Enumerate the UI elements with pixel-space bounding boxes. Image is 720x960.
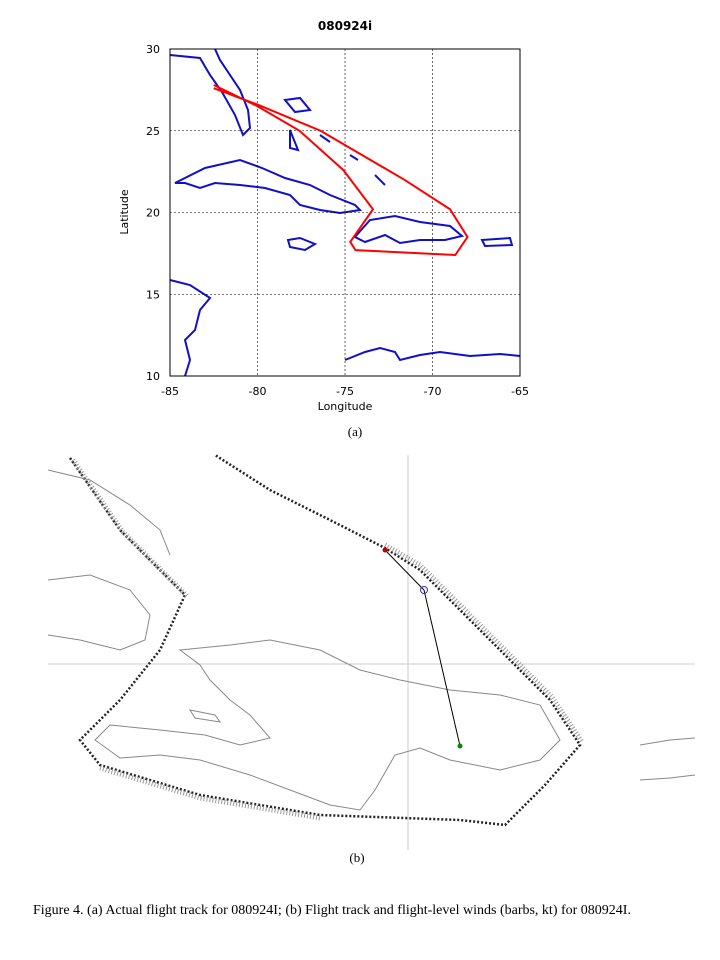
coast-cuba: [47, 574, 151, 651]
panel-label: (a): [348, 424, 362, 439]
coast-gonave: [188, 709, 222, 723]
y-tick-label: 20: [146, 207, 160, 220]
y-axis-label: Latitude: [118, 189, 131, 235]
x-tick-label: -65: [511, 385, 529, 398]
y-tick-label: 10: [146, 370, 160, 383]
chart-title: 080924i: [318, 19, 372, 33]
figure-caption: Figure 4. (a) Actual flight track for 08…: [33, 903, 631, 918]
start-marker: [382, 547, 388, 553]
plot-frame: [169, 48, 521, 377]
coastlines: [169, 48, 521, 377]
cuba: [174, 158, 363, 215]
wind-barbs: [70, 458, 585, 821]
central-south-america: [169, 279, 521, 377]
x-tick-label: -75: [336, 385, 354, 398]
x-tick-label: -70: [424, 385, 442, 398]
puerto-rico: [480, 236, 514, 248]
flight-track: [213, 84, 469, 257]
flight-track: [68, 453, 582, 827]
coast-pr: [639, 737, 696, 781]
figure: 080924i Longitude Latitude -85 -80 -75 -70 -…: [47, 19, 696, 865]
y-tick-label: 15: [146, 288, 160, 301]
panel-label: (b): [349, 850, 364, 865]
jamaica: [286, 236, 318, 252]
hispaniola: [353, 214, 465, 245]
panel-b-coasts: [47, 469, 696, 811]
coast-hispaniola: [94, 639, 561, 811]
florida: [169, 48, 252, 137]
y-tick-label: 30: [146, 43, 160, 56]
x-tick-label: -85: [161, 385, 179, 398]
dropsonde-leg: [384, 549, 461, 747]
coast-bahamas: [47, 469, 171, 556]
end-marker: [457, 743, 463, 749]
x-tick-label: -80: [249, 385, 267, 398]
panel-b: [47, 453, 696, 850]
y-tick-label: 25: [146, 125, 160, 138]
x-axis-label: Longitude: [318, 400, 373, 413]
bahamas: [283, 96, 386, 186]
center-marker: [420, 586, 428, 594]
